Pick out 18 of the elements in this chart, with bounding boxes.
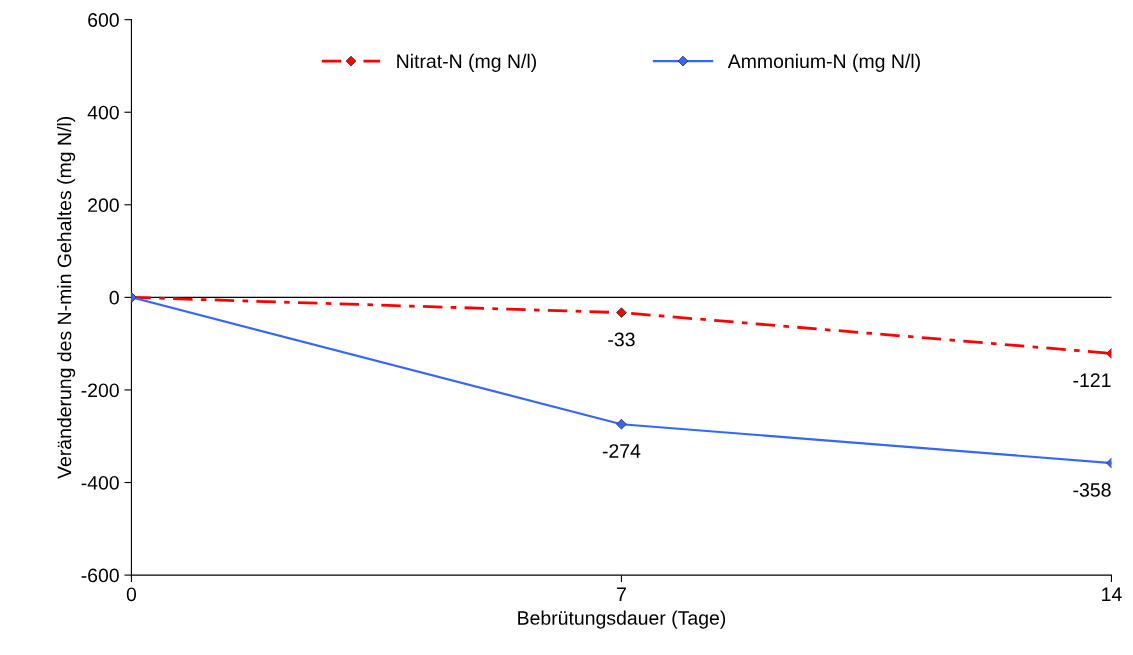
x-tick-label: 7 (617, 587, 626, 601)
y-tick-label: 600 (88, 13, 119, 27)
data-label: -358 (1073, 483, 1111, 497)
x-tick-label: 0 (126, 587, 137, 602)
data-label: -121 (1073, 373, 1111, 387)
y-tick-label: 400 (87, 105, 119, 120)
data-label: -33 (608, 332, 635, 347)
y-tick-label: -200 (81, 383, 119, 398)
legend-label: Nitrat-N (mg N/l) (397, 53, 536, 72)
y-tick-label: 0 (109, 290, 119, 305)
y-tick-label: -400 (81, 475, 119, 490)
legend-label: Ammonium-N (mg N/l) (727, 53, 920, 72)
y-axis-title: Veränderung des N-min Gehaltes (mg N/l) (57, 117, 76, 479)
y-tick-label: 200 (88, 198, 119, 213)
y-tick-label: -600 (81, 568, 119, 583)
x-tick-label: 14 (1102, 587, 1122, 601)
x-axis-title: Bebrütungsdauer (Tage) (518, 610, 726, 629)
data-label: -274 (602, 444, 641, 458)
